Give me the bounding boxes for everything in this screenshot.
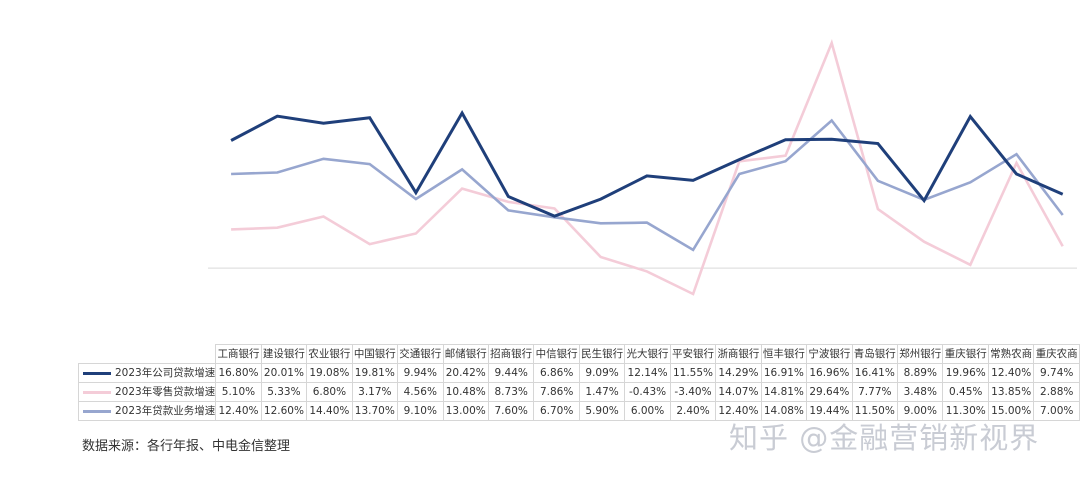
category-label: 常熟农商 [987, 344, 1035, 364]
data-source-note: 数据来源：各行年报、中电金信整理 [82, 439, 291, 454]
data-label: 12.40% [715, 401, 762, 421]
data-label: 7.60% [487, 401, 535, 421]
data-label: 10.48% [442, 382, 489, 402]
data-label: 6.80% [306, 382, 353, 402]
series-line-2 [231, 38, 1064, 296]
data-label: 16.96% [806, 363, 853, 383]
legend-swatch [83, 409, 111, 413]
category-label: 中信银行 [533, 344, 580, 364]
category-label: 恒丰银行 [760, 344, 808, 364]
category-label: 重庆农商 [1033, 344, 1080, 364]
data-label: 20.42% [442, 363, 489, 383]
data-label: 11.30% [942, 401, 989, 421]
data-label: 29.64% [806, 382, 853, 402]
watermark: 知乎 @金融营销新视界 [729, 421, 1040, 455]
legend-entry: 2023年贷款业务增速 [77, 401, 217, 421]
data-label: 9.74% [1033, 363, 1080, 383]
data-label: 14.08% [760, 401, 808, 421]
category-label: 浙商银行 [715, 344, 762, 364]
data-label: 16.80% [215, 363, 262, 383]
data-label: 14.40% [306, 401, 353, 421]
table-row: 2023年公司贷款增速 16.80% 20.01% 19.08% 19.81% 9.94%… [77, 363, 1080, 383]
data-label: 9.09% [578, 363, 626, 383]
data-label: 8.89% [897, 363, 944, 383]
category-label: 建设银行 [260, 344, 308, 364]
data-label: 6.70% [533, 401, 580, 421]
data-label: 5.10% [215, 382, 262, 402]
category-label: 重庆银行 [942, 344, 989, 364]
data-label: 11.55% [669, 363, 717, 383]
data-label: 13.85% [987, 382, 1035, 402]
data-label: 16.41% [851, 363, 899, 383]
data-label: 12.60% [260, 401, 308, 421]
legend-swatch [83, 390, 111, 394]
category-label: 中国银行 [351, 344, 399, 364]
category-label: 平安银行 [669, 344, 717, 364]
data-label: 9.10% [397, 401, 444, 421]
data-label: 7.86% [533, 382, 580, 402]
data-label: 5.33% [260, 382, 308, 402]
legend-entry: 2023年公司贷款增速 [77, 363, 217, 383]
data-label: 6.00% [624, 401, 671, 421]
legend-entry: 2023年零售贷款增速 [77, 382, 217, 402]
category-label: 宁波银行 [806, 344, 853, 364]
category-label: 青岛银行 [851, 344, 899, 364]
data-label: 6.86% [533, 363, 580, 383]
data-label: 9.44% [487, 363, 535, 383]
data-label: 5.90% [578, 401, 626, 421]
data-label: 14.81% [760, 382, 808, 402]
data-label: -3.40% [669, 382, 717, 402]
legend-label: 2023年零售贷款增速 [115, 386, 216, 398]
data-label: 13.70% [351, 401, 399, 421]
data-label: 1.47% [578, 382, 626, 402]
category-label: 工商银行 [215, 344, 262, 364]
data-label: 16.91% [760, 363, 808, 383]
series-line-3 [231, 118, 1064, 252]
series-line-1 [230, 109, 1064, 218]
category-label: 民生银行 [578, 344, 626, 364]
data-label: 2.88% [1033, 382, 1080, 402]
table-corner [78, 344, 217, 364]
data-label: 7.00% [1033, 401, 1080, 421]
data-label: 9.94% [397, 363, 444, 383]
category-label: 邮储银行 [442, 344, 489, 364]
data-label: 0.45% [942, 382, 989, 402]
data-label: 12.40% [987, 363, 1035, 383]
category-label: 招商银行 [487, 344, 535, 364]
data-label: 3.17% [351, 382, 399, 402]
data-label: 8.73% [487, 382, 535, 402]
data-label: 19.44% [806, 401, 853, 421]
data-label: 2.40% [669, 401, 717, 421]
data-label: 19.96% [942, 363, 989, 383]
data-label: 13.00% [442, 401, 489, 421]
line-chart [208, 38, 1077, 296]
category-label: 农业银行 [306, 344, 353, 364]
data-label: 19.08% [306, 363, 353, 383]
data-label: 19.81% [351, 363, 399, 383]
data-label: -0.43% [624, 382, 671, 402]
data-label: 7.77% [851, 382, 899, 402]
data-table: 工商银行 建设银行 农业银行 中国银行 交通银行 邮储银行 招商银行 中信银行 民生银行 光大银行… [77, 344, 1080, 421]
legend-swatch [83, 371, 111, 375]
data-label: 20.01% [260, 363, 308, 383]
data-label: 14.07% [715, 382, 762, 402]
data-label: 9.00% [897, 401, 944, 421]
legend-label: 2023年贷款业务增速 [115, 405, 216, 417]
data-label: 4.56% [397, 382, 444, 402]
category-label: 光大银行 [624, 344, 671, 364]
data-label: 12.40% [215, 401, 262, 421]
category-label: 郑州银行 [897, 344, 944, 364]
table-row: 2023年贷款业务增速 12.40% 12.60% 14.40% 13.70% 9.10%… [77, 401, 1080, 421]
data-label: 15.00% [987, 401, 1035, 421]
data-label: 3.48% [897, 382, 944, 402]
data-label: 14.29% [715, 363, 762, 383]
category-label: 交通银行 [397, 344, 444, 364]
legend-label: 2023年公司贷款增速 [115, 367, 216, 379]
data-label: 12.14% [624, 363, 671, 383]
table-row: 2023年零售贷款增速 5.10% 5.33% 6.80% 3.17% 4.56% 10.4… [77, 382, 1080, 402]
